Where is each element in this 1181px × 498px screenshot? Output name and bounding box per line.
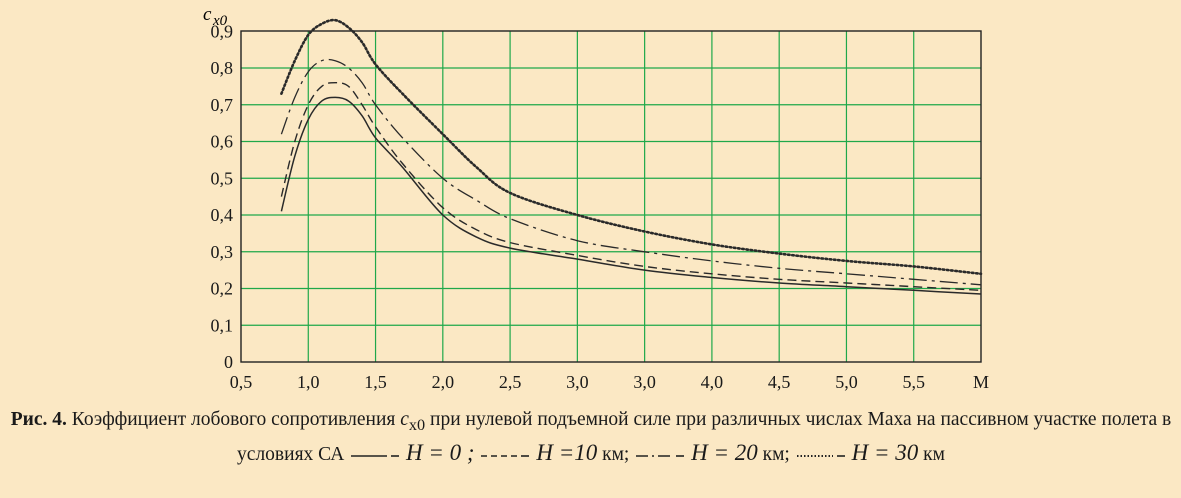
caption-text-2: при нулевой подъемной силе при различных… (237, 409, 1172, 465)
y-axis-label-sub: x0 (212, 13, 228, 29)
y-tick-label: 0,1 (211, 315, 234, 335)
y-tick-label: 0,8 (211, 58, 234, 78)
x-tick-label: 3,0 (633, 372, 656, 392)
legend-h30: H = 30 (851, 439, 919, 465)
legend-solid-sample (351, 455, 400, 458)
x-tick-label: 1,5 (364, 372, 387, 392)
x-tick-label: 0,5 (230, 372, 253, 392)
legend-h30-unit: км (923, 443, 945, 465)
legend-h0: H = 0 ; (406, 439, 475, 465)
series-line-dotted (280, 18, 983, 276)
y-tick-label: 0,7 (211, 95, 234, 115)
caption-symbol: c (400, 409, 409, 430)
x-tick-label: 3,0 (566, 372, 589, 392)
series-line-dashed (280, 81, 982, 291)
x-tick-label: 4,0 (701, 372, 724, 392)
y-tick-label: 0,2 (211, 279, 234, 299)
x-tick-label: 5,5 (902, 372, 925, 392)
legend-dashdot-sample (636, 455, 685, 458)
x-tick-label: 5,0 (835, 372, 858, 392)
y-tick-label: 0,9 (211, 21, 234, 41)
chart: 0 0,1 0,2 0,3 0,4 0,5 0,6 0,7 0,8 0,9 0,5 1,0 1,5 2,… (203, 4, 989, 392)
x-tick-labels: 0,5 1,0 1,5 2,0 2,5 3,0 3,0 4,0 4,5 5,0 5,5 M (230, 372, 989, 392)
legend-h20-unit: км; (762, 443, 790, 465)
figure-caption: Рис. 4. Коэффициент лобового сопротивлен… (8, 406, 1174, 468)
y-tick-label: 0,6 (211, 132, 234, 152)
legend-dotted-sample (796, 455, 845, 458)
plot-frame (240, 30, 982, 363)
x-tick-label: 1,0 (297, 372, 320, 392)
series-line-solid (280, 96, 982, 295)
y-axis-label: c x0 (203, 4, 228, 29)
caption-text-1: Коэффициент лобового сопротивления (71, 409, 396, 430)
series-lines (280, 18, 983, 295)
x-tick-label: 4,5 (768, 372, 791, 392)
legend-h10: H =10 (536, 439, 598, 465)
x-tick-label: 2,0 (432, 372, 455, 392)
legend-dashed-sample (481, 455, 530, 458)
y-tick-label: 0,3 (211, 242, 234, 262)
grid (241, 31, 981, 362)
x-tick-label: M (973, 372, 989, 392)
legend-h10-unit: км; (602, 443, 630, 465)
y-tick-label: 0 (224, 352, 233, 372)
caption-figure-number: Рис. 4. (10, 409, 67, 430)
y-tick-label: 0,5 (211, 168, 234, 188)
legend-h20: H = 20 (691, 439, 758, 465)
y-axis-label-c: c (203, 4, 212, 25)
series-line-dashdot (280, 58, 982, 286)
y-tick-label: 0,4 (211, 205, 234, 225)
y-tick-labels: 0 0,1 0,2 0,3 0,4 0,5 0,6 0,7 0,8 0,9 (211, 21, 234, 372)
caption-symbol-sub: x0 (408, 415, 426, 434)
x-tick-label: 2,5 (499, 372, 522, 392)
